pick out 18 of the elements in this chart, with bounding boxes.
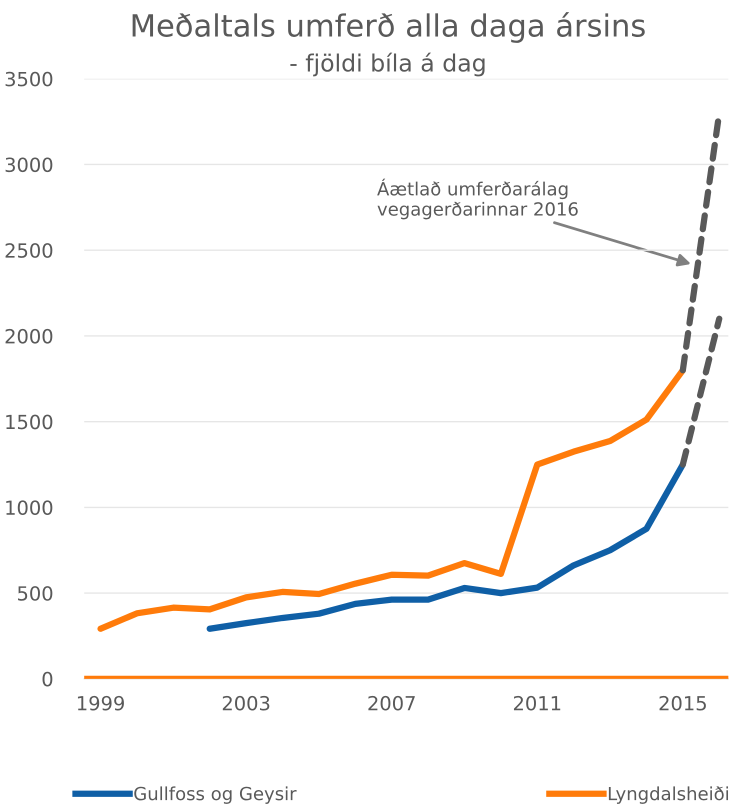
- x-tick-label: 1999: [78, 696, 124, 711]
- x-tick-label: 2003: [222, 696, 270, 711]
- y-tick-label: 500: [18, 586, 52, 601]
- annotation: Áætlað umferðarálag vegagerðarinnar 2016: [377, 178, 578, 220]
- y-tick-label: 3000: [6, 157, 52, 172]
- y-tick-label: 0: [42, 672, 52, 686]
- chart-title: Meðaltals umferð alla daga ársins: [132, 12, 645, 43]
- y-tick-label: 3500: [6, 72, 52, 86]
- y-tick-label: 1500: [6, 414, 52, 430]
- x-tick-label: 2015: [660, 696, 706, 711]
- y-tick-label: 2000: [6, 328, 52, 344]
- legend-label: Gullfoss og Geysir: [134, 786, 297, 804]
- y-tick-label: 2500: [6, 243, 52, 258]
- x-tick-label: 2007: [368, 696, 415, 711]
- chart-subtitle: - fjöldi bíla á dag: [290, 52, 485, 76]
- y-tick-label: 1000: [6, 500, 52, 516]
- legend-label: Lyngdalsheiði: [608, 786, 728, 804]
- x-tick-label: 2011: [514, 696, 560, 711]
